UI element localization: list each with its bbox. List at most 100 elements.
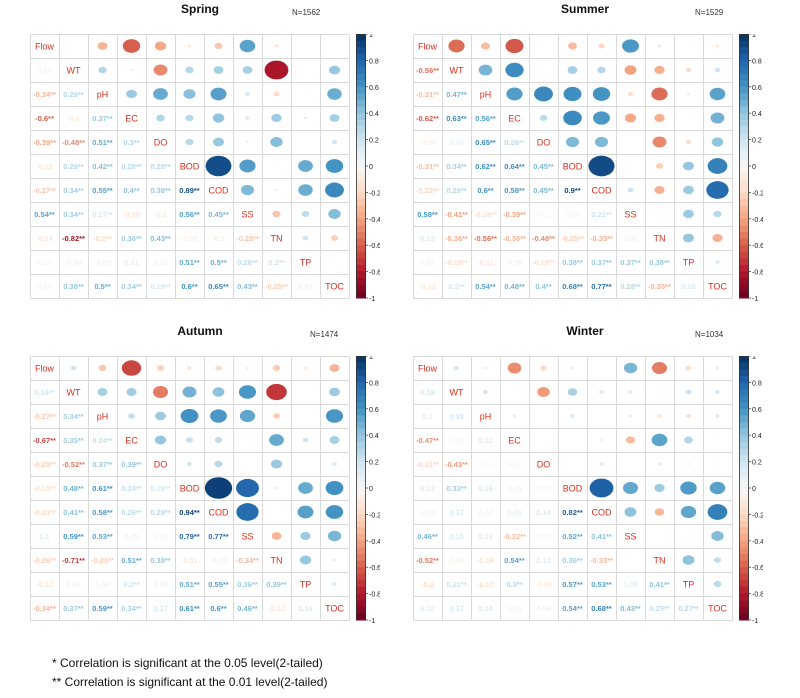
correlation-value-label: -0.05 [210, 556, 227, 565]
correlation-ellipse-ph-cod [592, 87, 611, 101]
correlation-ellipse-flow-bod [568, 42, 577, 50]
correlation-ellipse-do-toc [331, 139, 338, 145]
correlation-value-label: -0.39** [33, 138, 56, 147]
correlation-ellipse-tp-toc [715, 260, 720, 264]
correlation-value-label: -0.35** [648, 282, 671, 291]
colorbar-tick-label: 0.6 [369, 85, 379, 92]
correlation-value-label: 0.61** [92, 484, 113, 493]
colorbar-segment [739, 146, 749, 154]
correlation-value-label: 0.59** [63, 532, 84, 541]
correlation-value-label: 0.42** [92, 162, 113, 171]
colorbar-segment [356, 212, 366, 220]
correlation-ellipse-flow-toc [329, 364, 340, 372]
correlation-ellipse-bod-tn [274, 486, 279, 490]
correlation-ellipse-do-tn [652, 136, 667, 148]
correlation-value-label: -0.17 [477, 580, 494, 589]
correlation-value-label: 0.3** [123, 138, 139, 147]
colorbar-segment [356, 488, 366, 496]
correlation-ellipse-flow-tp [303, 366, 308, 370]
correlation-ellipse-cod-ss [627, 187, 634, 193]
correlation-ellipse-tn-tp [682, 555, 695, 565]
colorbar-tick-label: -0.4 [369, 217, 380, 224]
correlation-value-label: -0.12 [419, 282, 436, 291]
correlation-ellipse-tn-tp [682, 233, 695, 243]
colorbar-tick-label: 0 [369, 486, 373, 493]
correlation-value-label: -0.1 [67, 114, 80, 123]
colorbar-segment [356, 389, 366, 397]
colorbar-segment [356, 547, 366, 555]
correlation-ellipse-ec-do [539, 115, 548, 121]
correlation-ellipse-wt-toc [715, 390, 720, 394]
correlation-value-label: 0.06 [536, 604, 551, 613]
correlation-ellipse-ec-tn [271, 113, 282, 123]
correlation-ellipse-bod-toc [325, 480, 344, 496]
correlation-ellipse-flow-do [542, 45, 545, 47]
correlation-ellipse-ph-tp [304, 93, 307, 95]
colorbar-segment [356, 554, 366, 562]
autumn-panel: Autumn N=1474 Flow WT 0.19** pH -0.27** 0.34*… [10, 322, 380, 642]
correlation-ellipse-wt-ec [505, 62, 524, 78]
variable-label-wt: WT [450, 388, 464, 398]
correlation-value-label: 0.28** [150, 162, 171, 171]
variable-label-tn: TN [654, 234, 666, 244]
variable-label-ss: SS [624, 532, 636, 542]
correlation-value-label: -0.11 [477, 258, 494, 267]
correlation-value-label: -0.52** [62, 460, 85, 469]
variable-label-tp: TP [683, 258, 695, 268]
colorbar-segment [739, 271, 749, 279]
colorbar-segment [739, 521, 749, 529]
sample-size-label: N=1034 [695, 330, 724, 339]
colorbar-segment [356, 408, 366, 416]
correlation-value-label: 0.05 [153, 580, 168, 589]
correlation-value-label: -0.12 [36, 580, 53, 589]
colorbar-segment [739, 179, 749, 187]
correlation-ellipse-flow-ph [481, 42, 490, 50]
correlation-value-label: 0.05 [507, 484, 522, 493]
correlation-value-label: 0.03 [153, 258, 168, 267]
correlation-ellipse-do-cod [212, 137, 225, 147]
correlation-ellipse-bod-cod [589, 478, 614, 498]
correlation-ellipse-do-cod [599, 462, 604, 466]
correlation-value-label: 0.39** [121, 460, 142, 469]
variable-label-ec: EC [125, 114, 138, 124]
colorbar-segment [356, 534, 366, 542]
colorbar-tick-label: 0.6 [752, 85, 762, 92]
correlation-value-label: -0.34** [236, 556, 259, 565]
colorbar-segment [739, 53, 749, 61]
correlation-value-label: -0.04 [65, 258, 83, 267]
correlation-ellipse-do-bod [565, 136, 580, 148]
colorbar-segment [356, 494, 366, 502]
colorbar-segment [739, 73, 749, 81]
colorbar-segment [739, 284, 749, 292]
correlation-value-label: 0.27** [678, 604, 699, 613]
correlation-value-label: 0.94** [179, 508, 200, 517]
correlation-value-label: 0.37** [63, 604, 84, 613]
colorbar-segment [356, 507, 366, 515]
correlation-value-label: 0.02 [420, 258, 435, 267]
correlation-ellipse-bod-tp [298, 160, 313, 172]
colorbar-segment [739, 593, 749, 601]
correlation-ellipse-tn-tp [299, 555, 312, 565]
correlation-ellipse-wt-tp [685, 389, 692, 395]
variable-label-ec: EC [508, 114, 521, 124]
correlation-ellipse-do-cod [594, 136, 609, 148]
colorbar-segment [739, 501, 749, 509]
colorbar-tick-label: 0.8 [752, 58, 762, 65]
colorbar-segment [739, 265, 749, 273]
colorbar-segment [356, 428, 366, 436]
correlation-value-label: -0.12 [36, 162, 53, 171]
variable-label-do: DO [537, 460, 551, 470]
correlation-ellipse-wt-do [542, 69, 545, 71]
colorbar-segment [356, 86, 366, 94]
colorbar-segment [739, 415, 749, 423]
colorbar-segment [356, 106, 366, 114]
correlation-value-label: -0.47** [416, 436, 439, 445]
correlation-value-label: -0.35** [590, 234, 613, 243]
colorbar-segment [739, 369, 749, 377]
correlation-ellipse-ph-ss [627, 91, 634, 97]
colorbar-tick-label: -0.2 [752, 190, 763, 197]
correlation-grid: Flow WT 0.19** pH -0.27** 0.34** EC -0.67** 0.35… [30, 356, 350, 621]
colorbar-border [739, 34, 749, 298]
correlation-ellipse-ph-bod [183, 89, 196, 99]
correlation-value-label: 0.02 [623, 234, 638, 243]
